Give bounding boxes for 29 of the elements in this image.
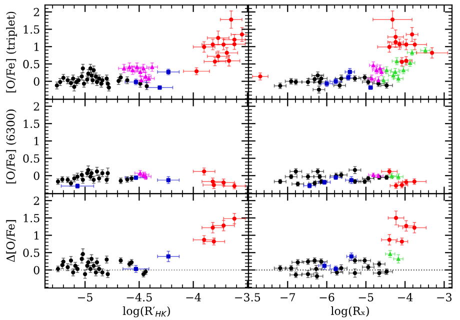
x-tick-label: −3.5 (235, 293, 260, 302)
y-axis-title: Δ[O/Fe] (6, 220, 16, 262)
x-tick-label: −3 (437, 293, 452, 302)
y-tick-label: 0.5 (23, 60, 40, 68)
y-tick-label: 1.5 (24, 120, 40, 128)
y-tick-label: 1.5 (24, 25, 40, 34)
x-tick-label: −4 (398, 293, 413, 302)
y-axis-title: [O/Fe] (triplet) (6, 12, 17, 92)
y-tick-label: 0.5 (23, 248, 40, 258)
y-tick-label: 0.5 (23, 154, 40, 163)
x-tick-label: −5 (78, 293, 92, 302)
y-tick-label: 1 (34, 231, 39, 240)
y-tick-label: 0 (34, 77, 40, 86)
x-axis-title: log(R′$_{HK}$) (122, 306, 170, 318)
y-tick-label: 1.5 (24, 214, 40, 222)
y-tick-label: 0 (34, 266, 40, 274)
x-tick-label: −4 (186, 293, 201, 302)
y-tick-label: 1 (34, 136, 39, 146)
y-tick-label: 2 (34, 8, 40, 16)
x-tick-label: −5 (358, 293, 374, 302)
y-tick-label: 2 (34, 102, 40, 110)
y-axis-title: [O/Fe] (6300) (6, 110, 16, 184)
x-tick-label: −6 (320, 293, 334, 302)
x-tick-label: −7 (280, 293, 296, 302)
y-tick-label: 2 (34, 196, 40, 205)
x-tick-label: −4.5 (126, 293, 152, 302)
y-tick-label: 0 (34, 172, 40, 180)
x-axis-title: log(Rₓ) (331, 306, 369, 318)
y-tick-label: 1 (34, 42, 39, 51)
